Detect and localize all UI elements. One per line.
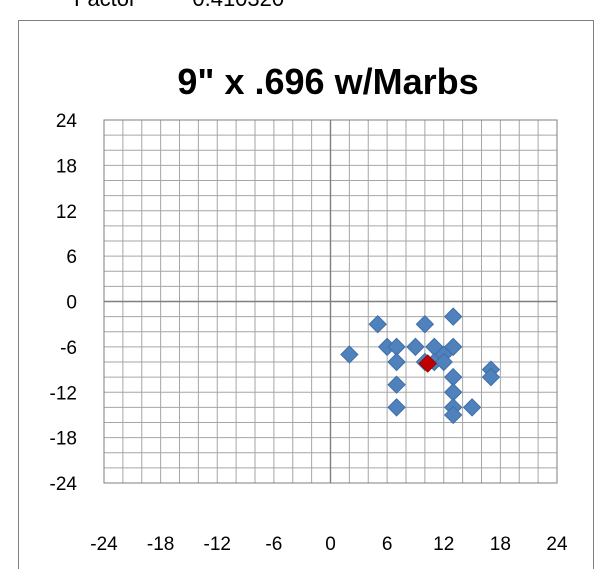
data-point (368, 314, 387, 334)
data-point (415, 314, 435, 334)
x-tick-label: 18 (490, 534, 511, 555)
data-point (443, 307, 463, 326)
data-point (406, 337, 425, 357)
x-tick-label: -6 (265, 534, 282, 555)
mean-point (418, 354, 437, 373)
x-tick-label: 0 (325, 534, 336, 555)
y-tick-label: -12 (50, 383, 77, 404)
plot-area-border (103, 119, 558, 484)
data-point (434, 352, 453, 372)
header-fragment-label: Factor (74, 0, 136, 11)
y-tick-label: 0 (66, 293, 77, 314)
data-points (340, 307, 501, 425)
chart-frame: 9" x .696 w/Marbs -24 -18 -12 -6 0 6 12 18 24 24 1… (18, 20, 594, 569)
data-point (462, 398, 482, 417)
data-point (443, 337, 463, 357)
header-fragment: Factor 0.410320 (74, 0, 284, 12)
x-tick-label: 12 (433, 534, 454, 555)
data-point (387, 375, 406, 394)
y-tick-label: 24 (56, 111, 78, 132)
axis-tick-labels: -24 -18 -12 -6 0 6 12 18 24 24 18 12 6 0 -6 -12 -18 -24 (50, 111, 568, 555)
y-tick-label: 6 (66, 247, 77, 268)
x-tick-label: 6 (382, 534, 393, 555)
data-point (481, 367, 501, 387)
data-point (340, 345, 359, 364)
y-tick-label: -18 (50, 429, 77, 450)
data-point (387, 398, 406, 417)
x-tick-label: -12 (204, 534, 231, 555)
y-tick-label: 12 (56, 202, 77, 223)
x-tick-label: -18 (147, 534, 174, 555)
y-tick-label: -6 (60, 338, 77, 359)
chart-title: 9" x .696 w/Marbs (177, 61, 478, 102)
y-tick-label: -24 (50, 474, 78, 495)
x-tick-label: 24 (546, 534, 568, 555)
data-point (443, 405, 463, 425)
data-point (387, 352, 406, 372)
y-tick-label: 18 (56, 156, 77, 177)
plot-grid (103, 119, 558, 484)
header-fragment-value: 0.410320 (192, 0, 284, 11)
scatter-chart: 9" x .696 w/Marbs -24 -18 -12 -6 0 6 12 18 24 24 1… (50, 61, 568, 555)
x-tick-label: -24 (90, 534, 118, 555)
